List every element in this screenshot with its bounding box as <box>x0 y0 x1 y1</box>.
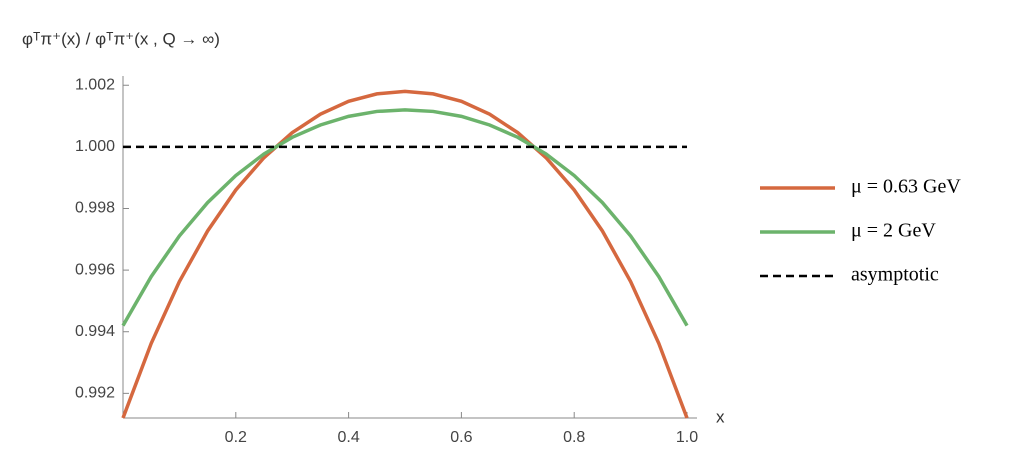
y-axis-label: φᵀπ⁺(x) / φᵀπ⁺(x , Q → ∞) <box>22 29 220 48</box>
y-tick-label: 0.994 <box>75 323 115 340</box>
legend-label: asymptotic <box>851 264 939 286</box>
series-line <box>121 89 689 419</box>
series-line <box>121 108 689 327</box>
y-tick-label: 1.002 <box>75 76 115 93</box>
x-axis-label: x <box>716 407 725 426</box>
legend-label: μ = 2 GeV <box>851 220 936 242</box>
x-tick-label: 0.2 <box>225 429 247 446</box>
y-tick-label: 0.992 <box>75 385 115 402</box>
x-tick-label: 0.8 <box>563 429 585 446</box>
legend-label: μ = 0.63 GeV <box>851 176 961 198</box>
y-tick-label: 0.998 <box>75 200 115 217</box>
x-tick-label: 0.4 <box>337 429 359 446</box>
x-tick-label: 0.6 <box>450 429 472 446</box>
x-tick-label: 1.0 <box>676 429 698 446</box>
y-tick-label: 1.000 <box>75 138 115 155</box>
y-tick-label: 0.996 <box>75 261 115 278</box>
